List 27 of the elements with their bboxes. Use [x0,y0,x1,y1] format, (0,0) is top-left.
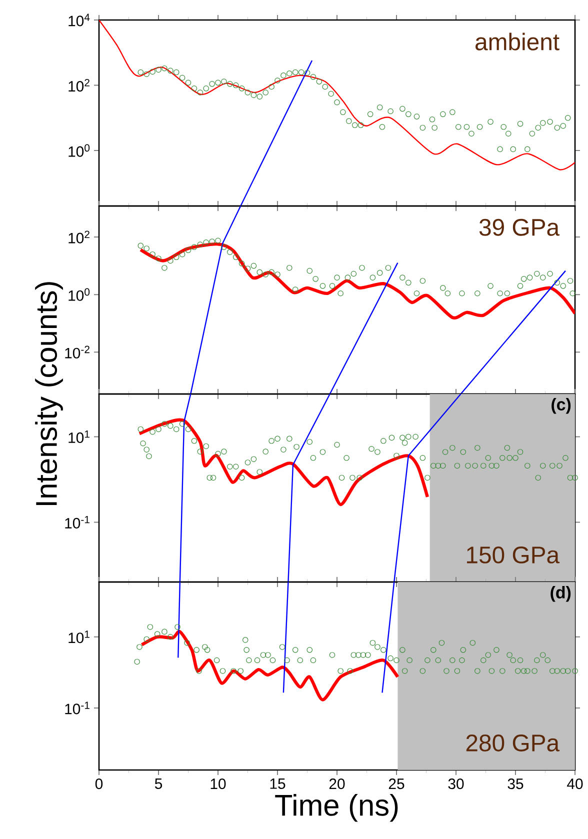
y-tick-label: 10$^{-1}$ [65,702,90,714]
y-tick-label: 10$^{4}$ [68,14,90,26]
annotation: (d) [550,586,571,602]
x-tick-label: 30 [448,778,464,790]
y-tick-label: 10$^{1}$ [68,630,90,644]
x-tick-label: 0 [95,778,103,790]
x-axis-title: Time (ns) [275,794,398,822]
y-tick-label: 10$^{1}$ [68,430,90,444]
annotation: (c) [552,398,571,414]
annotation: 150 GPa [467,546,560,564]
y-tick-label: 10$^{0}$ [68,288,90,301]
y-tick-label: 10$^{-2}$ [65,346,90,358]
annotation: ambient [476,32,560,50]
annotation: 280 GPa [466,734,560,752]
x-tick-label: 40 [567,778,583,790]
x-tick-label: 20 [329,778,345,790]
y-tick-label: 10$^{-1}$ [65,516,90,529]
annotation: 39 GPa [479,218,560,236]
y-tick-label: 10$^{0}$ [68,144,90,157]
x-tick-label: 25 [388,778,404,790]
x-tick-label: 10 [210,778,226,790]
x-tick-label: 5 [154,778,162,789]
x-tick-label: 35 [508,778,524,790]
y-axis-title: Intensity (counts) [35,282,63,506]
y-tick-label: 10$^{2}$ [68,230,90,244]
x-tick-label: 15 [270,778,286,789]
y-tick-label: 10$^{2}$ [68,78,90,92]
